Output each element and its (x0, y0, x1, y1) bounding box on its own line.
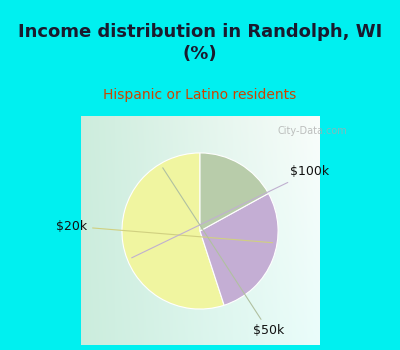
Text: Income distribution in Randolph, WI
(%): Income distribution in Randolph, WI (%) (18, 23, 382, 63)
Wedge shape (122, 153, 224, 309)
Text: $100k: $100k (132, 166, 329, 258)
Wedge shape (200, 194, 278, 305)
Text: Hispanic or Latino residents: Hispanic or Latino residents (103, 88, 297, 102)
Text: City-Data.com: City-Data.com (278, 126, 348, 136)
Wedge shape (200, 153, 268, 231)
Text: $50k: $50k (163, 168, 284, 337)
Text: $20k: $20k (56, 220, 272, 243)
